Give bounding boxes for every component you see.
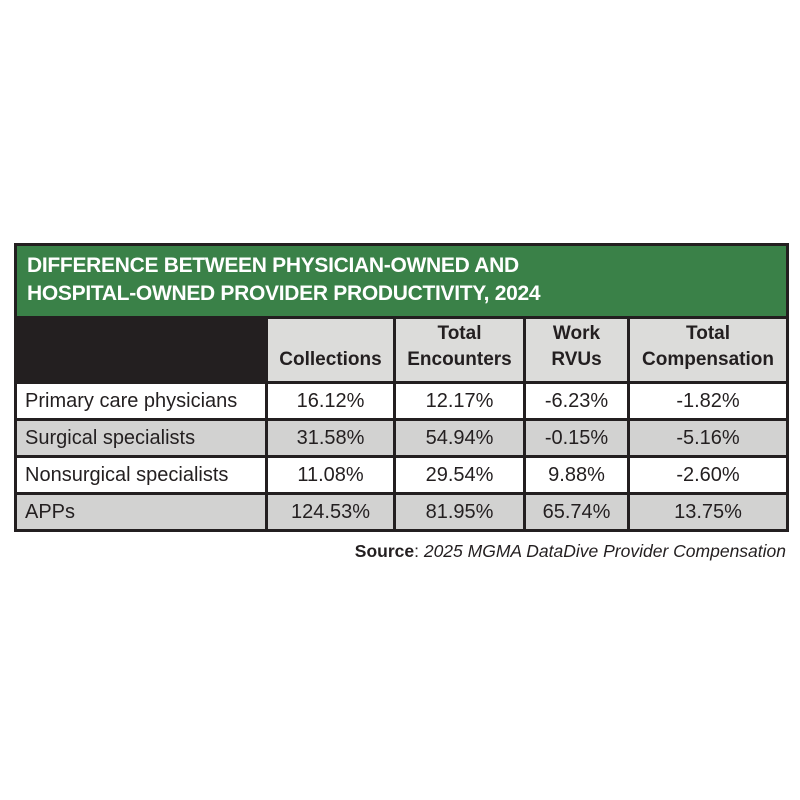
- row-label: APPs: [14, 492, 268, 532]
- column-header-row: Collections Total Encounters Work RVUs T…: [14, 316, 790, 384]
- table-row-surgical: Surgical specialists 31.58% 54.94% -0.15…: [14, 418, 790, 458]
- cell-value: 11.08%: [265, 455, 396, 495]
- column-header-total-compensation: Total Compensation: [626, 316, 790, 384]
- table-title-banner: DIFFERENCE BETWEEN PHYSICIAN-OWNED AND H…: [13, 243, 790, 319]
- column-header-collections: Collections: [265, 316, 396, 384]
- cell-value: 12.17%: [393, 381, 526, 421]
- cell-value: 16.12%: [265, 381, 396, 421]
- productivity-table: DIFFERENCE BETWEEN PHYSICIAN-OWNED AND H…: [13, 243, 790, 532]
- cell-value: 29.54%: [393, 455, 526, 495]
- table-title-line2: HOSPITAL-OWNED PROVIDER PRODUCTIVITY, 20…: [27, 282, 541, 305]
- source-label: Source: [354, 541, 415, 561]
- cell-value: 13.75%: [626, 492, 790, 532]
- table-row-apps: APPs 124.53% 81.95% 65.74% 13.75%: [14, 492, 790, 532]
- cell-value: 81.95%: [393, 492, 526, 532]
- source-colon: :: [414, 541, 424, 561]
- column-header-total-encounters: Total Encounters: [393, 316, 526, 384]
- cell-value: -1.82%: [626, 381, 790, 421]
- cell-value: -6.23%: [523, 381, 630, 421]
- row-label: Primary care physicians: [14, 381, 268, 421]
- column-header-work-rvus: Work RVUs: [523, 316, 630, 384]
- cell-value: 9.88%: [523, 455, 630, 495]
- source-line: Source: 2025 MGMA DataDive Provider Comp…: [14, 541, 786, 562]
- cell-value: 31.58%: [265, 418, 396, 458]
- source-citation: 2025 MGMA DataDive Provider Compensation: [423, 541, 786, 561]
- cell-value: -0.15%: [523, 418, 630, 458]
- cell-value: 65.74%: [523, 492, 630, 532]
- row-label: Surgical specialists: [14, 418, 268, 458]
- cell-value: 124.53%: [265, 492, 396, 532]
- row-label: Nonsurgical specialists: [14, 455, 268, 495]
- table-row-primary-care: Primary care physicians 16.12% 12.17% -6…: [14, 381, 790, 421]
- productivity-table-figure: DIFFERENCE BETWEEN PHYSICIAN-OWNED AND H…: [13, 243, 790, 562]
- cell-value: -2.60%: [626, 455, 790, 495]
- table-title-line1: DIFFERENCE BETWEEN PHYSICIAN-OWNED AND: [27, 254, 519, 277]
- table-row-nonsurgical: Nonsurgical specialists 11.08% 29.54% 9.…: [14, 455, 790, 495]
- cell-value: -5.16%: [626, 418, 790, 458]
- title-banner-row: DIFFERENCE BETWEEN PHYSICIAN-OWNED AND H…: [13, 243, 790, 319]
- cell-value: 54.94%: [393, 418, 526, 458]
- corner-cell: [14, 316, 268, 384]
